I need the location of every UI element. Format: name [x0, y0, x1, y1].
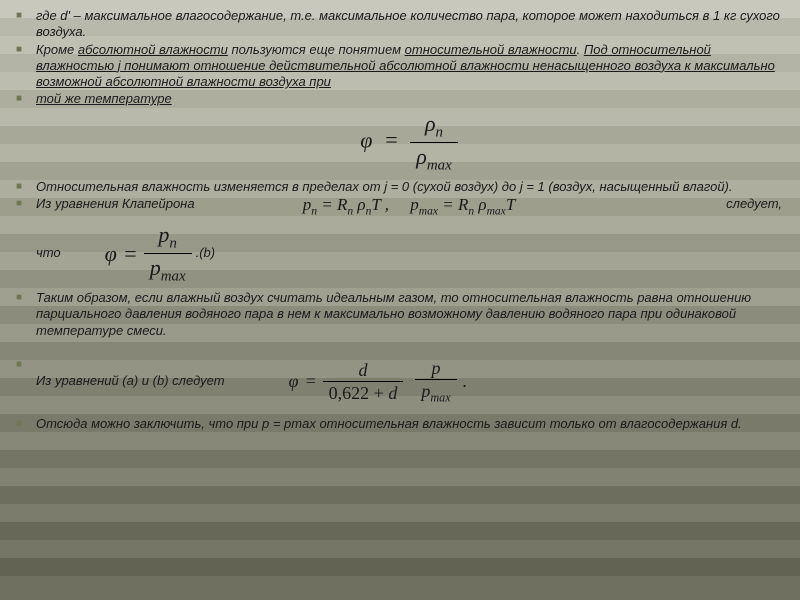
p5-c: что	[36, 245, 61, 261]
formula-3: φ = pn pmax	[105, 221, 192, 286]
f2b-rhosub: max	[487, 205, 506, 218]
f3-num-sub: n	[169, 235, 176, 251]
f2b-eq: = R	[438, 195, 468, 214]
f4-frac2-den: p	[421, 381, 430, 401]
f4-frac1: d 0,622 + d	[323, 359, 404, 405]
f4-frac1-den-a: 0,622 +	[329, 383, 389, 403]
f4-frac2-num: p	[415, 357, 456, 381]
p2-u2: относительной влажности	[405, 42, 577, 57]
p5-a: Из уравнения Клапейрона	[36, 196, 195, 212]
p2-b: пользуются еще понятием	[228, 42, 405, 57]
f1-num-sub: n	[436, 124, 443, 140]
p5-d: .(b)	[196, 245, 216, 261]
f3-lhs: φ	[105, 240, 117, 268]
f1-den-sub: max	[427, 157, 452, 173]
f2b-psub: max	[419, 205, 438, 218]
formula-1: φ = ρn ρmax	[36, 110, 782, 175]
f3-eq: =	[123, 240, 138, 268]
f2b-rho: ρ	[474, 195, 486, 214]
p4-text: Относительная влажность изменяется в пре…	[36, 179, 733, 194]
p8-text: Отсюда можно заключить, что при p = pmax…	[36, 416, 742, 431]
bullet-8: Отсюда можно заключить, что при p = pmax…	[36, 416, 782, 432]
f3-frac: pn pmax	[144, 221, 192, 286]
f4-lhs: φ	[289, 370, 299, 393]
f1-eq: =	[378, 127, 405, 152]
bullet-2: Кроме абсолютной влажности пользуются ещ…	[36, 42, 782, 91]
bullet-5: Из уравнения Клапейрона следует, pn = Rn…	[36, 196, 782, 286]
p7-text: Из уравнений (a) и (b) следует	[36, 373, 225, 389]
f1-frac: ρn ρmax	[410, 110, 457, 175]
bullet-6: Таким образом, если влажный воздух счита…	[36, 290, 782, 339]
p6-text: Таким образом, если влажный воздух счита…	[36, 290, 751, 338]
f4-frac2: p pmax	[415, 357, 456, 406]
f3-den: p	[150, 255, 161, 280]
f2b-T: T	[506, 195, 515, 214]
f4-frac1-den-b: d	[388, 383, 397, 403]
f2a-T: T ,	[371, 195, 389, 214]
f1-den: ρ	[416, 144, 427, 169]
p3-u: той же температуре	[36, 91, 172, 106]
f4-frac2-den-sub: max	[430, 391, 450, 405]
f1-num: ρ	[425, 111, 436, 136]
p5-b: следует,	[726, 196, 782, 212]
bullet-7: Из уравнений (a) и (b) следует φ = d 0,6…	[36, 357, 782, 406]
f4-frac1-num: d	[323, 359, 404, 383]
f2a-rho: ρ	[353, 195, 365, 214]
f2a-p: p	[303, 195, 312, 214]
p2-c: .	[577, 42, 584, 57]
f3-num: p	[158, 222, 169, 247]
p2-a: Кроме	[36, 42, 78, 57]
bullet-1: где d' – максимальное влагосодержание, т…	[36, 8, 782, 41]
p1-text: где d' – максимальное влагосодержание, т…	[36, 8, 780, 39]
bullet-4: Относительная влажность изменяется в пре…	[36, 179, 782, 195]
p2-u1: абсолютной влажности	[78, 42, 228, 57]
f1-lhs: φ	[360, 127, 372, 152]
f3-den-sub: max	[161, 268, 186, 284]
f2a-eq: = R	[317, 195, 347, 214]
f2b-p: p	[410, 195, 419, 214]
formula-4: φ = d 0,622 + d p pmax .	[289, 357, 468, 406]
bullet-3: той же температуре φ = ρn ρmax	[36, 91, 782, 174]
f4-eq: =	[305, 370, 317, 393]
f4-tail: .	[463, 370, 468, 393]
